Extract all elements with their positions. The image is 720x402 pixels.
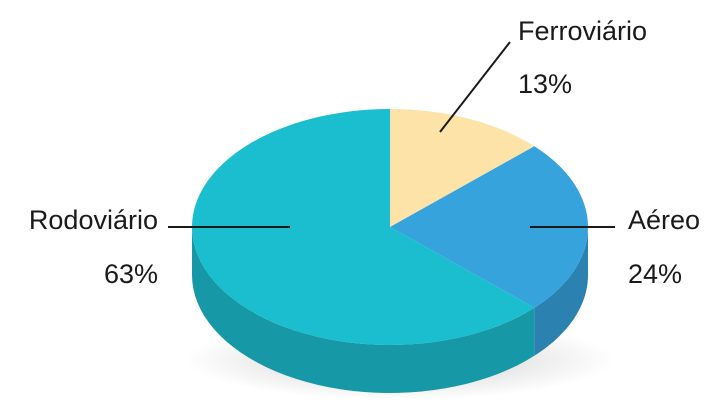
value-label: 24% [628,259,682,289]
slice-side [534,227,588,356]
slice [390,146,588,308]
slice-side [192,227,535,393]
slice-label: Aéreo [628,205,700,235]
value-label: 63% [104,259,158,289]
slice [192,109,535,345]
slice-label: Rodoviário [29,205,158,235]
slice-label: Ferroviário [518,16,647,46]
slice [390,109,535,227]
value-label: 13% [518,69,572,99]
leader-line [439,41,511,133]
